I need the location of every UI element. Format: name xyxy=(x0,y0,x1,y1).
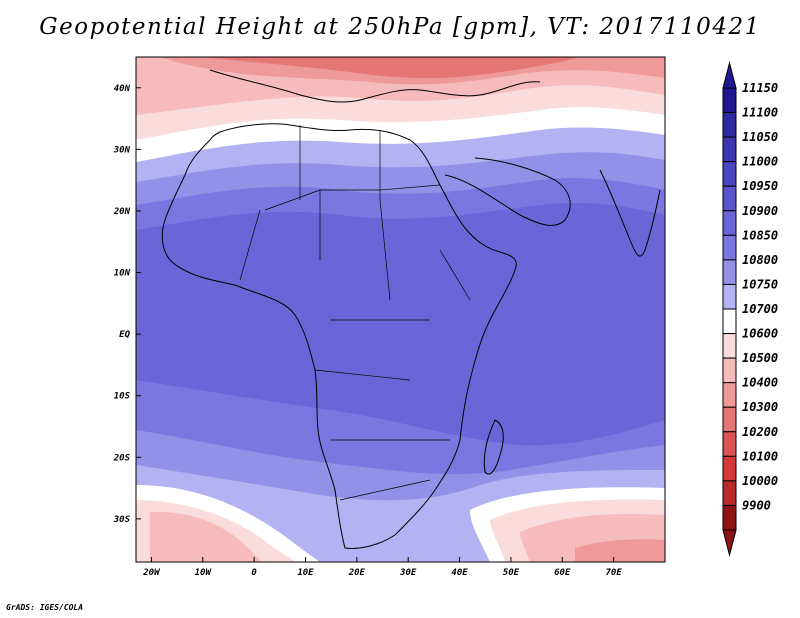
lon-tick-label: 20E xyxy=(348,568,366,578)
europe-outline xyxy=(209,69,541,103)
colorbar-box xyxy=(722,406,737,433)
colorbar-box xyxy=(722,357,737,384)
grads-credit: GrADS: IGES/COLA xyxy=(6,603,84,612)
colorbar-box xyxy=(722,185,737,212)
colorbar-level-label: 10950 xyxy=(742,179,778,193)
africa-outline xyxy=(161,123,517,549)
map-plot-area xyxy=(136,57,665,562)
colorbar-box xyxy=(722,259,737,285)
colorbar-level-label: 11100 xyxy=(742,106,778,120)
lon-tick-label: 0 xyxy=(251,568,257,578)
lon-tick-label: 70E xyxy=(606,568,623,578)
lat-tick-label: 20S xyxy=(113,453,131,463)
colorbar-level-label: 10300 xyxy=(742,400,778,414)
colorbar-level-label: 10000 xyxy=(742,474,778,488)
colorbar-level-label: 10500 xyxy=(742,351,778,365)
lon-tick-label: 30E xyxy=(399,568,417,578)
colorbar-level-label: 10900 xyxy=(742,204,778,218)
latitude-axis: 40N 30N 20N 10N EQ 10S 20S 30S xyxy=(113,84,141,525)
country-borders xyxy=(239,125,471,501)
lat-tick-label: 20N xyxy=(113,207,131,217)
colorbar-box xyxy=(722,382,737,408)
map-title: Geopotential Height at 250hPa [gpm], VT:… xyxy=(39,14,761,40)
colorbar-box xyxy=(722,455,737,482)
colorbar-level-label: 10100 xyxy=(742,449,778,463)
colorbar-level-label: 11150 xyxy=(742,81,778,95)
colorbar-box xyxy=(722,431,737,457)
lon-tick-label: 50E xyxy=(503,568,520,578)
colorbar-arrow-bottom xyxy=(722,529,737,557)
coastlines xyxy=(161,69,661,549)
colorbar-box xyxy=(722,87,737,114)
longitude-axis: 20W 10W 0 10E 20E 30E 40E 50E 60E 70E xyxy=(142,557,622,578)
colorbar-labels: 11150 11100 11050 11000 10950 10900 10850 10800… xyxy=(742,81,778,512)
colorbar-arrow-top xyxy=(722,61,737,89)
colorbar-box xyxy=(722,283,737,310)
colorbar-level-label: 10800 xyxy=(742,253,778,267)
colorbar-level-label: 10850 xyxy=(742,228,778,242)
colorbar-box xyxy=(722,161,737,187)
colorbar-box xyxy=(722,112,737,138)
india-outline xyxy=(599,169,661,257)
lon-tick-label: 60E xyxy=(554,568,571,578)
lon-tick-label: 10W xyxy=(195,568,213,578)
lat-tick-label: 10N xyxy=(114,269,131,279)
lon-tick-label: 20W xyxy=(142,568,161,578)
colorbar-level-label: 10750 xyxy=(742,277,778,291)
colorbar-box xyxy=(722,504,737,531)
colorbar-level-label: 11050 xyxy=(742,130,778,144)
lon-tick-label: 40E xyxy=(451,568,468,578)
arabia-outline xyxy=(444,157,571,226)
band-10300-north xyxy=(200,57,580,79)
colorbar-box xyxy=(722,480,737,506)
colorbar-level-label: 9900 xyxy=(742,498,771,512)
colorbar-box xyxy=(722,333,737,359)
lat-tick-label: 10S xyxy=(114,392,131,402)
colorbar-box xyxy=(722,136,737,163)
map-frame xyxy=(135,56,666,563)
lon-tick-label: 10E xyxy=(297,568,314,578)
colorbar-level-label: 10200 xyxy=(742,425,778,439)
colorbar-box xyxy=(722,234,737,261)
lat-tick-label: EQ xyxy=(119,330,130,340)
colorbar-level-label: 11000 xyxy=(742,155,778,169)
colorbar-box xyxy=(722,210,737,236)
colorbar-level-label: 10400 xyxy=(742,376,778,390)
lat-tick-label: 30N xyxy=(113,145,131,155)
lat-tick-label: 30S xyxy=(113,515,131,525)
colorbar-level-label: 10600 xyxy=(742,327,778,341)
madagascar-outline xyxy=(483,419,504,475)
band-10500-south xyxy=(150,511,665,562)
lat-tick-label: 40N xyxy=(114,84,131,94)
colorbar-level-label: 10700 xyxy=(742,302,778,316)
colorbar-boxes xyxy=(722,61,737,557)
band-10400-south xyxy=(575,539,665,562)
colorbar-box xyxy=(722,308,737,335)
